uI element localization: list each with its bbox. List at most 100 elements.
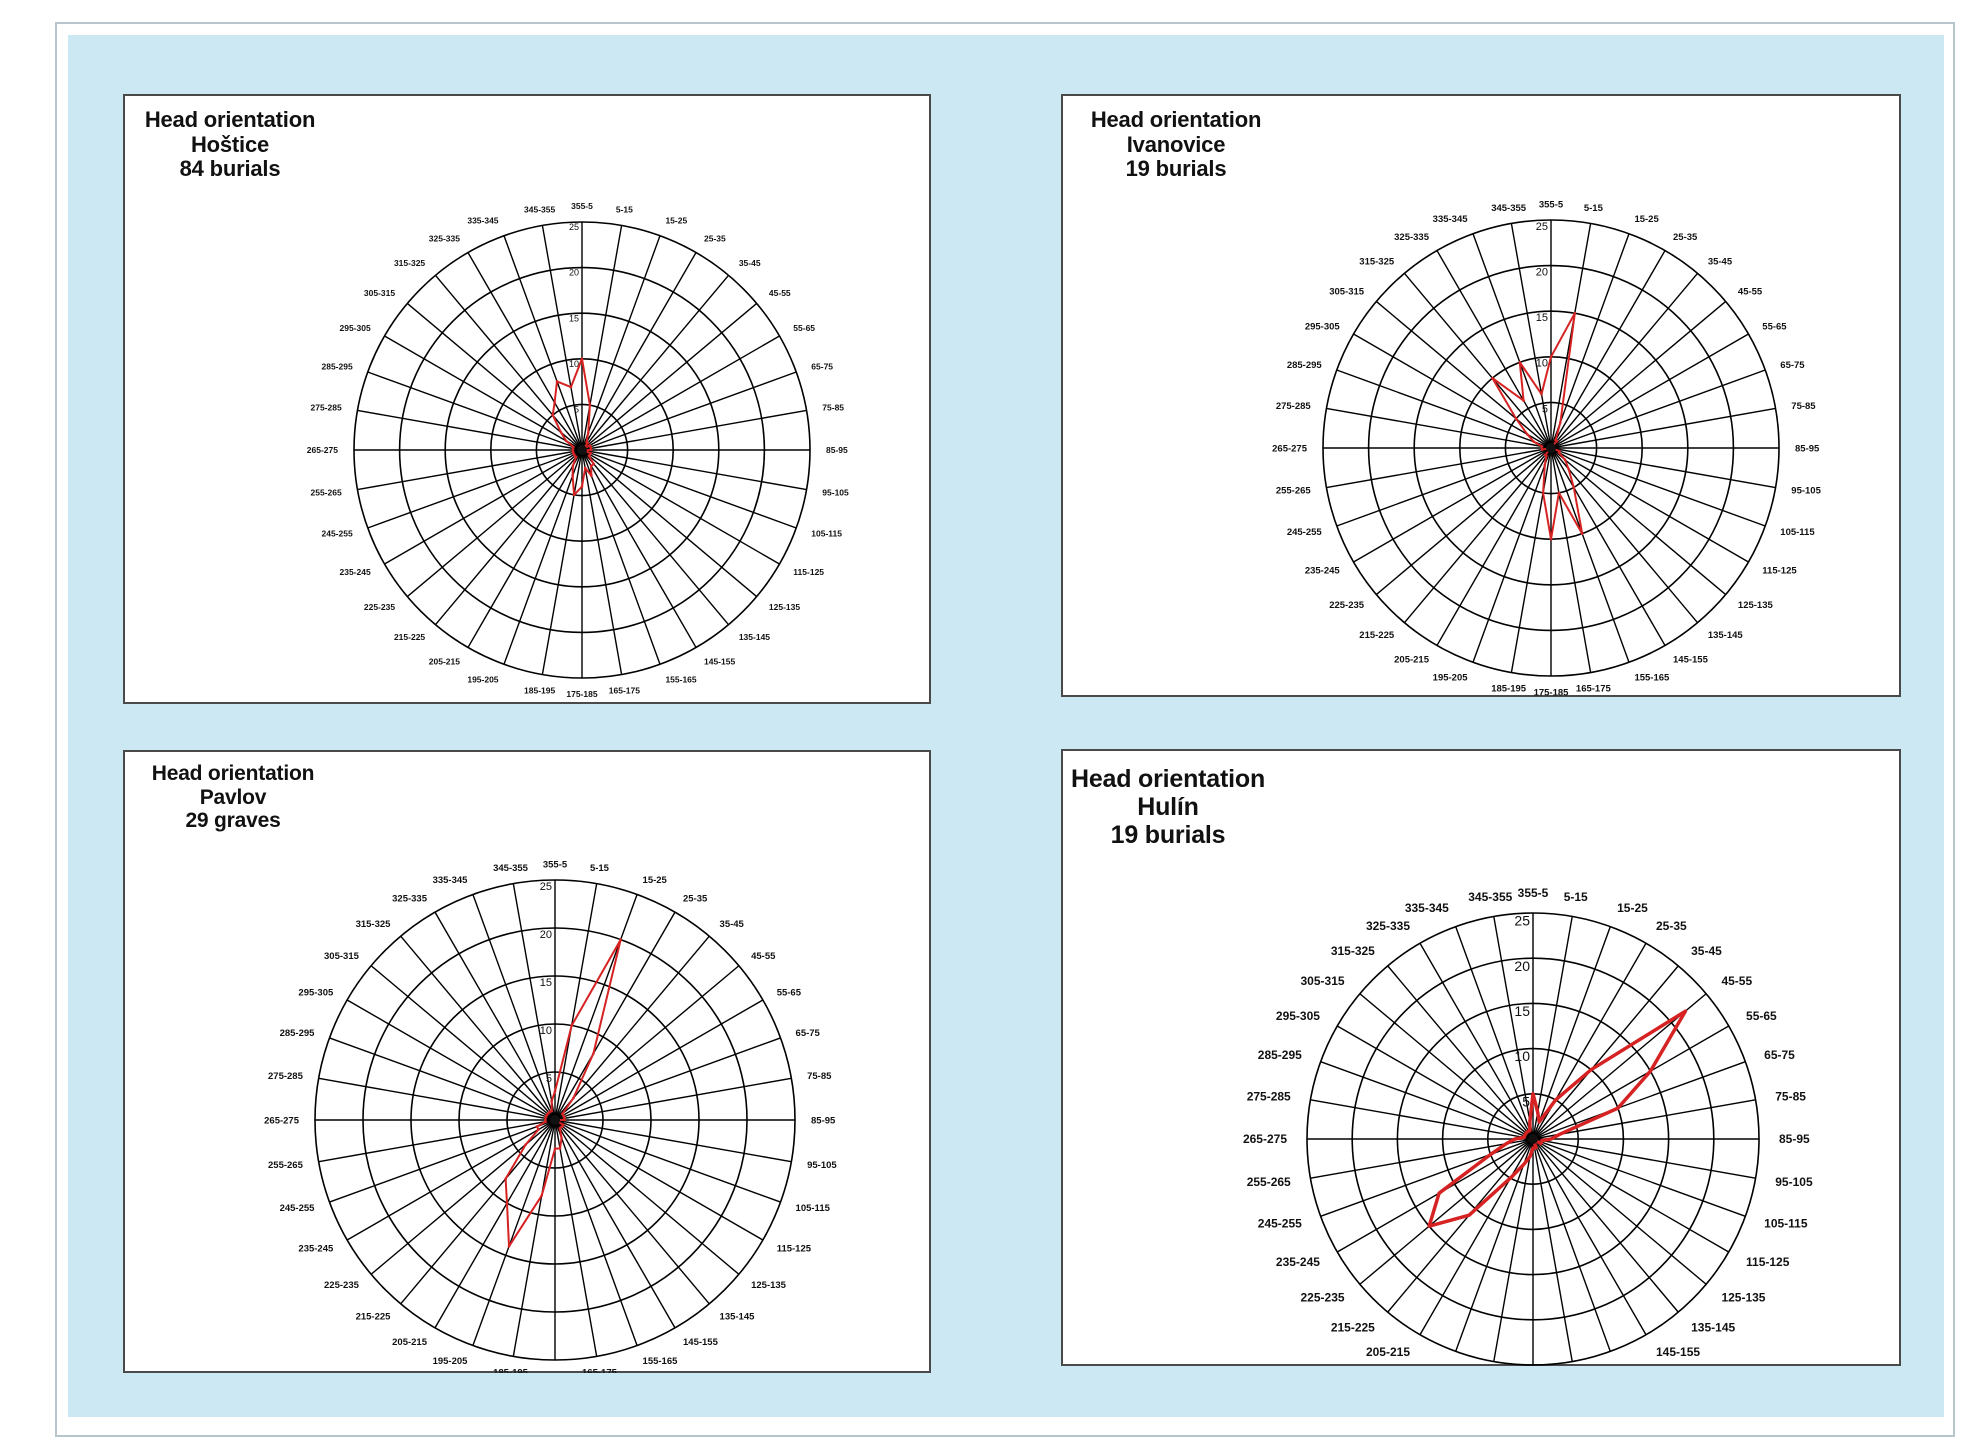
radar-spoke bbox=[472, 1119, 556, 1346]
category-label: 225-235 bbox=[324, 1280, 360, 1291]
data-point bbox=[1580, 532, 1584, 535]
center-marker bbox=[550, 1115, 560, 1125]
category-label: 145-155 bbox=[1673, 655, 1709, 666]
category-label: 355-5 bbox=[1518, 886, 1549, 900]
radar-spoke bbox=[434, 449, 583, 626]
data-point bbox=[1540, 392, 1543, 396]
category-label: 165-175 bbox=[609, 685, 640, 695]
data-point bbox=[559, 431, 563, 434]
radar-spoke bbox=[1359, 1138, 1534, 1285]
category-label: 135-145 bbox=[1691, 1321, 1735, 1335]
category-label: 225-235 bbox=[364, 602, 395, 612]
radar-spoke bbox=[1550, 447, 1699, 624]
data-point bbox=[1537, 1120, 1541, 1124]
data-point bbox=[1616, 1106, 1620, 1110]
data-point bbox=[558, 1127, 562, 1130]
radar-spoke bbox=[1359, 993, 1534, 1140]
category-label: 255-265 bbox=[311, 487, 342, 497]
chart-title-block: Head orientation Hulín 19 burials bbox=[1069, 765, 1267, 849]
data-point bbox=[1526, 433, 1529, 436]
data-point bbox=[571, 464, 575, 468]
radar-spoke bbox=[329, 1119, 556, 1203]
data-point bbox=[589, 464, 593, 468]
category-label: 85-95 bbox=[811, 1115, 836, 1126]
data-point bbox=[1684, 1009, 1687, 1013]
data-point bbox=[1540, 445, 1544, 448]
data-point bbox=[1549, 355, 1553, 359]
category-label: 285-295 bbox=[1287, 360, 1323, 371]
data-point bbox=[555, 380, 559, 383]
category-label: 165-175 bbox=[1576, 684, 1612, 695]
category-label: 235-245 bbox=[339, 567, 370, 577]
radar-spoke bbox=[1532, 1061, 1746, 1140]
category-label: 75-85 bbox=[1791, 401, 1816, 412]
category-label: 245-255 bbox=[280, 1203, 316, 1214]
chart-title-block: Head orientation Pavlov 29 graves bbox=[147, 762, 319, 833]
radar-spoke bbox=[1532, 1138, 1746, 1217]
data-point bbox=[1554, 1098, 1557, 1102]
category-label: 265-275 bbox=[1243, 1132, 1287, 1146]
radar-spoke bbox=[554, 1119, 740, 1275]
category-label: 275-285 bbox=[268, 1071, 304, 1082]
radar-spoke bbox=[1375, 447, 1552, 596]
category-label: 155-165 bbox=[665, 674, 696, 684]
category-label: 215-225 bbox=[356, 1311, 392, 1322]
chart-site: Ivanovice bbox=[1126, 131, 1226, 157]
category-label: 315-325 bbox=[1359, 256, 1395, 267]
ring-value-label: 25 bbox=[569, 222, 579, 232]
data-point bbox=[1557, 451, 1561, 454]
data-point bbox=[1572, 486, 1576, 489]
radar-spoke bbox=[1436, 447, 1552, 646]
category-label: 65-75 bbox=[811, 362, 833, 372]
category-label: 275-285 bbox=[1247, 1089, 1291, 1103]
data-point bbox=[1536, 1110, 1540, 1114]
category-label: 5-15 bbox=[1564, 890, 1588, 904]
radar-spoke bbox=[1550, 223, 1592, 449]
category-label: 25-35 bbox=[704, 234, 726, 244]
category-label: 315-325 bbox=[356, 919, 392, 930]
radar-spoke bbox=[1532, 965, 1679, 1140]
radar-spoke bbox=[581, 449, 661, 665]
radar-spoke bbox=[346, 1119, 556, 1241]
category-label: 145-155 bbox=[704, 656, 735, 666]
radar-spoke bbox=[1550, 300, 1727, 449]
radar-spoke bbox=[329, 1037, 556, 1121]
radar-spoke bbox=[581, 449, 807, 491]
data-point bbox=[572, 445, 575, 449]
category-label: 325-335 bbox=[1394, 232, 1430, 243]
radar-chart: 355-5 5-15 15-25 25-35 35-45 45-55 55-65 65-75 7… bbox=[1272, 199, 1821, 697]
category-label: 295-305 bbox=[298, 987, 334, 998]
data-point bbox=[1522, 1163, 1526, 1166]
radar-spoke bbox=[581, 409, 807, 451]
radar-spoke bbox=[1532, 916, 1573, 1140]
category-label: 75-85 bbox=[822, 403, 844, 413]
radar-spoke bbox=[434, 1119, 556, 1329]
category-label: 45-55 bbox=[769, 288, 791, 298]
data-point bbox=[1531, 1146, 1535, 1150]
radar-spoke bbox=[1532, 1138, 1730, 1253]
ring-value-label: 5 bbox=[546, 1073, 552, 1085]
category-label: 55-65 bbox=[777, 987, 802, 998]
data-point bbox=[1543, 463, 1547, 467]
category-label: 275-285 bbox=[1276, 401, 1312, 412]
category-label: 25-35 bbox=[1673, 232, 1698, 243]
category-label: 195-205 bbox=[433, 1356, 469, 1367]
category-label: 155-165 bbox=[1634, 673, 1670, 684]
data-point bbox=[1528, 1155, 1532, 1159]
data-point bbox=[569, 385, 573, 389]
category-label: 25-35 bbox=[683, 894, 708, 905]
radar-spoke bbox=[581, 449, 780, 565]
category-label: 125-135 bbox=[769, 602, 800, 612]
category-label: 55-65 bbox=[1762, 321, 1787, 332]
data-point bbox=[1427, 1224, 1431, 1228]
radar-spoke bbox=[503, 449, 583, 665]
data-point bbox=[583, 466, 587, 470]
data-point bbox=[1491, 376, 1494, 380]
radar-spoke bbox=[370, 965, 556, 1121]
category-label: 235-245 bbox=[1305, 565, 1341, 576]
radar-spoke bbox=[400, 935, 556, 1121]
category-label: 135-145 bbox=[1708, 630, 1744, 641]
radar-spoke bbox=[400, 1119, 556, 1305]
radar-spoke bbox=[1550, 447, 1727, 596]
radar-spoke bbox=[554, 1119, 764, 1241]
